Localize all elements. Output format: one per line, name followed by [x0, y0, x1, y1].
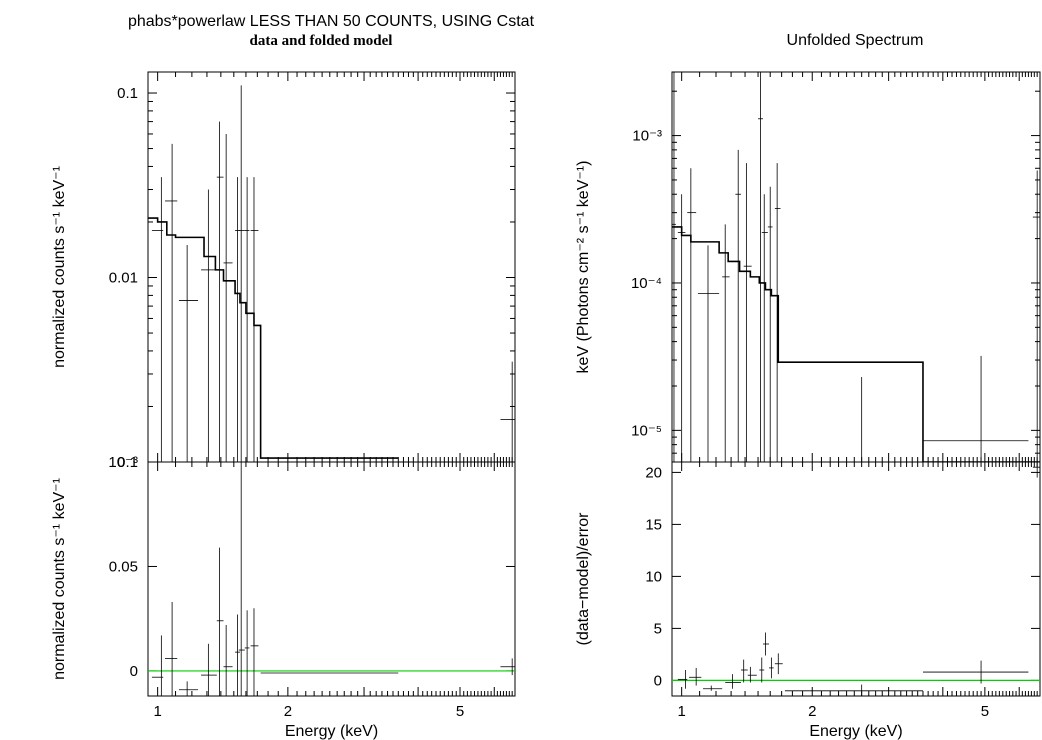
x-tick-label: 1 [677, 703, 685, 720]
data-point [725, 674, 741, 689]
data-point [743, 163, 752, 462]
plot-area [148, 462, 515, 696]
data-point [216, 121, 224, 462]
y-tick-label: 10⁻⁴ [631, 275, 662, 292]
y-tick-label: 10⁻³ [632, 128, 662, 145]
plot-frame [671, 461, 1041, 697]
data-point [165, 601, 178, 696]
data-point [238, 462, 245, 696]
data-point [774, 163, 781, 462]
y-tick-label: 20 [645, 464, 662, 481]
data-point [687, 168, 697, 462]
data-point [784, 684, 923, 696]
data-point [223, 624, 233, 696]
y-tick-label: 0 [654, 672, 662, 689]
data-point [759, 657, 765, 683]
data-point [697, 245, 720, 462]
data-point [922, 355, 1029, 462]
y-tick-label: 10⁻³ [108, 454, 138, 471]
data-point [740, 659, 748, 683]
data-point [151, 177, 164, 462]
main-title: phabs*powerlaw LESS THAN 50 COUNTS, USIN… [128, 13, 535, 30]
y-axis-label: keV (Photons cm⁻² s⁻¹ keV⁻¹) [575, 161, 592, 374]
x-axis-label: Energy (keV) [809, 723, 902, 740]
data-point [235, 177, 240, 462]
data-point [500, 658, 515, 676]
data-point [767, 186, 773, 462]
data-point [151, 635, 164, 696]
y-tick-label: 5 [654, 620, 662, 637]
model-step-line [672, 226, 1040, 462]
subtitle: data and folded model [250, 33, 393, 49]
data-point [747, 666, 757, 683]
y-tick-label: 15 [645, 516, 662, 533]
right-top-panel: 10⁻³ 10⁻⁴ 10⁻⁵ keV (Photons cm⁻² s⁻¹ keV⁻¹) [575, 71, 1041, 463]
y-tick-label: 0.01 [109, 270, 138, 287]
plot-frame [147, 71, 516, 463]
y-tick-label: 0 [130, 663, 138, 680]
data-point [722, 224, 730, 462]
data-point [244, 610, 250, 696]
data-point [201, 643, 217, 696]
data-point [165, 143, 178, 462]
plot-frame [147, 461, 516, 697]
data-point [1032, 170, 1040, 462]
plot-area [672, 72, 1040, 462]
data-point [223, 133, 233, 462]
left-top-panel: 0.1 0.01 10⁻³ normalized counts s⁻¹ keV⁻¹ [51, 71, 516, 471]
data-point [201, 189, 217, 462]
y-tick-label: 0.1 [117, 85, 138, 102]
right-bottom-panel: 20 15 10 5 01 2 5 Energy (keV) (data−model)/erro… [575, 461, 1041, 740]
data-point [774, 653, 783, 675]
data-point [769, 657, 774, 679]
data-point [922, 660, 1029, 684]
data-point [238, 85, 245, 462]
data-point [1032, 462, 1040, 478]
y-axis-label: normalized counts s⁻¹ keV⁻¹ [51, 166, 68, 368]
x-tick-label: 1 [153, 703, 161, 720]
plot-area [672, 462, 1040, 696]
data-point [703, 685, 723, 691]
x-tick-label: 5 [456, 703, 464, 720]
y-tick-label: 10⁻⁵ [631, 422, 662, 439]
data-point [763, 632, 770, 656]
data-point [178, 245, 199, 462]
data-point [500, 361, 515, 462]
data-point [216, 547, 224, 696]
y-tick-label: 10 [645, 568, 662, 585]
data-point [689, 667, 702, 686]
y-tick-label: 0.1 [117, 454, 138, 471]
y-tick-label: 0.05 [109, 558, 138, 575]
x-axis-label: Energy (keV) [285, 723, 378, 740]
data-point [758, 72, 764, 462]
right-title: Unfolded Spectrum [787, 32, 924, 49]
data-point [672, 72, 676, 462]
plot-frame [671, 71, 1041, 463]
data-point [761, 194, 768, 462]
y-axis-label: normalized counts s⁻¹ keV⁻¹ [51, 478, 68, 680]
y-axis-label: (data−model)/error [575, 512, 592, 646]
x-tick-label: 2 [808, 703, 816, 720]
x-tick-label: 5 [981, 703, 989, 720]
plot-area [148, 85, 515, 462]
left-bottom-panel: 0.1 0.05 0 1 2 5 Energy (keV) normalized counts… [51, 454, 516, 740]
data-point [244, 177, 250, 462]
x-tick-label: 2 [284, 703, 292, 720]
data-point [735, 149, 741, 462]
data-point [178, 681, 199, 696]
data-point [677, 670, 688, 689]
model-step-line [148, 217, 399, 459]
data-point [250, 608, 259, 696]
data-point [235, 614, 240, 696]
